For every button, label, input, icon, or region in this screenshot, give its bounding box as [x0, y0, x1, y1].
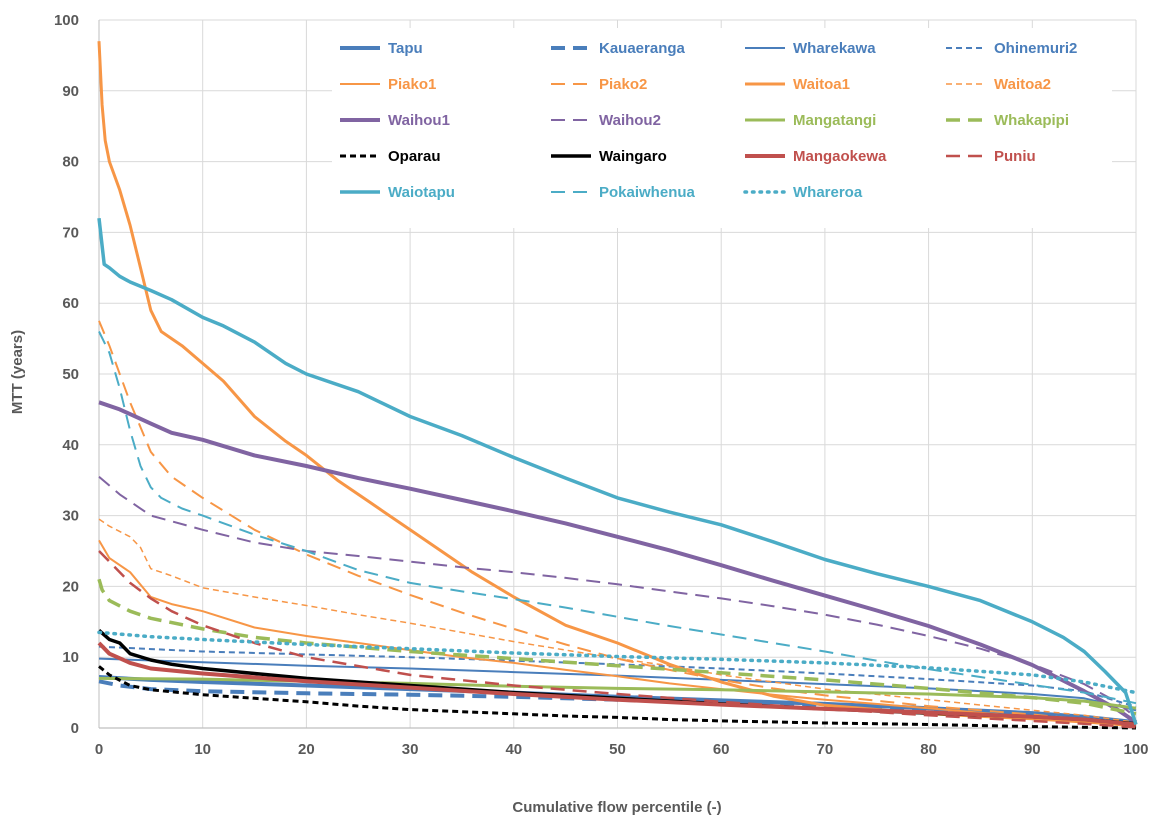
legend-label-waihou2: Waihou2: [599, 112, 661, 129]
legend-label-waitoa1: Waitoa1: [793, 76, 850, 93]
legend: Tapu Kauaeranga Wharekawa Ohinemuri2 Piako1 P…: [340, 40, 1077, 201]
y-tick-label: 100: [54, 12, 79, 29]
legend-label-oparau: Oparau: [388, 148, 441, 165]
legend-label-piako1: Piako1: [388, 76, 436, 93]
x-tick-label: 0: [95, 741, 103, 758]
x-tick-label: 10: [194, 741, 211, 758]
x-tick-label: 20: [298, 741, 315, 758]
legend-label-waihou1: Waihou1: [388, 112, 450, 129]
y-tick-label: 70: [62, 224, 79, 241]
series-line-mangaokewa: [97, 641, 1137, 727]
axes: 0 10 20 30 40 50 60 70 80 90 100 0 10 20 30 40 50 60 70 80 9…: [54, 12, 1149, 758]
series-line-puniu: [98, 550, 1137, 729]
series-line-piako1: [98, 539, 1137, 728]
series-line-waihou2: [98, 475, 1137, 719]
y-tick-label: 40: [62, 437, 79, 454]
series-line-waihou1: [98, 400, 1138, 724]
series-line-wharekawa: [98, 657, 1137, 712]
y-tick-label: 50: [62, 366, 79, 383]
legend-label-whareroa: Whareroa: [793, 184, 863, 201]
series-line-oparau: [98, 665, 1137, 730]
legend-label-waingaro: Waingaro: [599, 148, 667, 165]
y-axis-title: MTT (years): [9, 330, 26, 414]
y-tick-label: 0: [71, 720, 79, 737]
legend-label-puniu: Puniu: [994, 148, 1036, 165]
y-tick-label: 30: [62, 508, 79, 525]
legend-label-whakapipi: Whakapipi: [994, 112, 1069, 129]
x-tick-label: 60: [713, 741, 730, 758]
x-tick-label: 90: [1024, 741, 1041, 758]
series-line-waiotapu: [97, 218, 1138, 726]
legend-label-pokaiwhenua: Pokaiwhenua: [599, 184, 696, 201]
y-tick-label: 20: [62, 578, 79, 595]
legend-label-waitoa2: Waitoa2: [994, 76, 1051, 93]
series-lines: [97, 41, 1138, 730]
legend-label-wharekawa: Wharekawa: [793, 40, 876, 57]
series-line-whakapipi: [97, 578, 1137, 716]
y-tick-label: 80: [62, 154, 79, 171]
x-tick-label: 40: [505, 741, 522, 758]
legend-label-mangaokewa: Mangaokewa: [793, 148, 887, 165]
series-line-piako2: [98, 320, 1137, 727]
x-tick-label: 30: [402, 741, 419, 758]
x-axis-title: Cumulative flow percentile (-): [512, 799, 721, 816]
x-tick-label: 50: [609, 741, 626, 758]
legend-label-mangatangi: Mangatangi: [793, 112, 876, 129]
y-tick-label: 90: [62, 83, 79, 100]
legend-label-waiotapu: Waiotapu: [388, 184, 455, 201]
legend-label-tapu: Tapu: [388, 40, 423, 57]
legend-label-piako2: Piako2: [599, 76, 647, 93]
x-tick-label: 80: [920, 741, 937, 758]
legend-background: [332, 28, 1112, 228]
series-line-whareroa: [97, 630, 1138, 695]
x-tick-label: 70: [817, 741, 834, 758]
y-tick-label: 10: [62, 649, 79, 666]
legend-label-kauaeranga: Kauaeranga: [599, 40, 686, 57]
y-tick-label: 60: [62, 295, 79, 312]
x-tick-label: 100: [1123, 741, 1148, 758]
legend-label-ohinemuri2: Ohinemuri2: [994, 40, 1077, 57]
